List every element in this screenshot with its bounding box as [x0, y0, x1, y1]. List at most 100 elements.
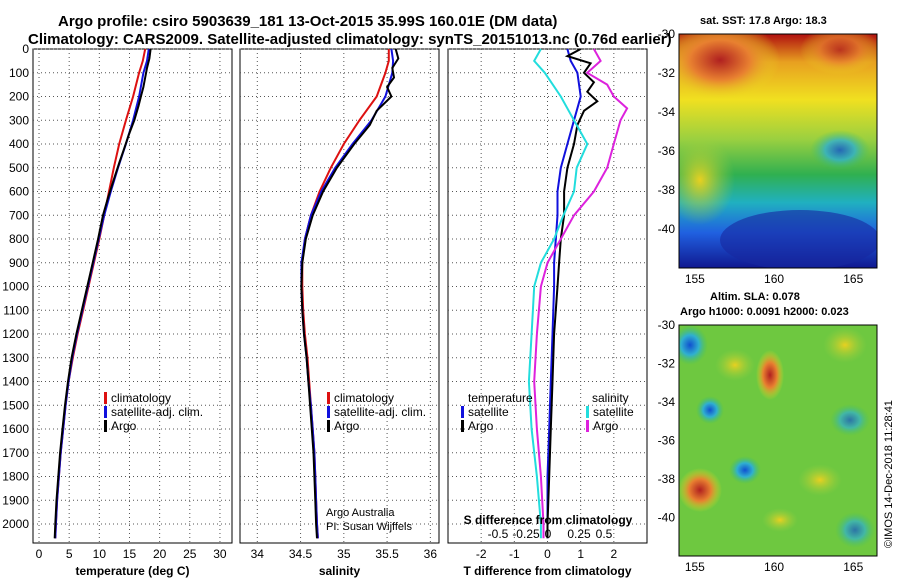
series-line-argo	[53, 48, 152, 539]
legend-swatch	[461, 420, 464, 432]
x-axis-label: salinity	[319, 564, 361, 578]
sst-map	[678, 33, 878, 269]
x-tick-label: 15	[123, 547, 137, 561]
legend-label: satellite	[468, 405, 509, 419]
map-y-tick-label: -38	[658, 183, 676, 197]
x-tick-label: 34.5	[289, 547, 313, 561]
legend-label: Argo	[593, 419, 619, 433]
legend-swatch	[461, 406, 464, 418]
sla-map-title-2: Argo h1000: 0.0091 h2000: 0.023	[680, 306, 849, 318]
legend-swatch	[327, 420, 330, 432]
x-tick-label: -1	[509, 547, 520, 561]
depth-tick-label: 300	[9, 113, 29, 127]
depth-tick-label: 1100	[3, 303, 29, 317]
depth-tick-label: 900	[9, 256, 29, 270]
legend-label: Argo	[468, 419, 494, 433]
map-y-tick-label: -34	[658, 395, 676, 409]
legend-swatch	[327, 392, 330, 404]
x-tick-label: 35.5	[375, 547, 399, 561]
legend-swatch	[586, 420, 589, 432]
series-line-satellite-adj-clim-	[300, 48, 395, 539]
salinity-panel	[239, 48, 440, 544]
x-tick-label: 0	[544, 547, 551, 561]
depth-tick-label: 1300	[2, 351, 29, 365]
series-line-s-argo	[533, 48, 629, 539]
legend-label: climatology	[111, 391, 171, 405]
series-line-t-argo	[546, 48, 599, 539]
temperature-panel	[32, 48, 233, 544]
legend-title-salinity: salinity	[592, 391, 629, 405]
s-tick-label: 0.25	[567, 527, 591, 541]
x-tick-label: 10	[93, 547, 107, 561]
map-y-tick-label: -40	[658, 222, 676, 236]
map-x-tick-label: 165	[843, 272, 863, 286]
depth-tick-label: 1600	[2, 422, 29, 436]
legend-swatch	[104, 392, 107, 404]
depth-tick-label: 2000	[2, 517, 29, 531]
x-tick-label: 30	[213, 547, 227, 561]
map-x-tick-label: 160	[764, 560, 784, 574]
map-y-tick-label: -40	[658, 511, 676, 525]
depth-tick-label: 1900	[2, 493, 29, 507]
legend-label: satellite-adj. clim.	[334, 405, 426, 419]
series-line-t-satellite	[546, 48, 582, 539]
legend-label: satellite-adj. clim.	[111, 405, 203, 419]
depth-tick-label: 0	[22, 42, 29, 56]
legend-label: Argo	[334, 419, 360, 433]
legend-swatch	[104, 406, 107, 418]
s-axis-label: S difference from climatology	[464, 513, 633, 527]
sla-map	[678, 324, 878, 557]
map-y-tick-label: -34	[658, 105, 676, 119]
x-tick-label: 0	[36, 547, 43, 561]
legend-swatch	[586, 406, 589, 418]
s-tick-label: -0.5	[488, 527, 509, 541]
map-x-tick-label: 165	[843, 560, 863, 574]
x-tick-label: 36	[424, 547, 438, 561]
depth-tick-label: 1200	[2, 327, 29, 341]
depth-tick-label: 800	[9, 232, 29, 246]
title-line-1: Argo profile: csiro 5903639_181 13-Oct-2…	[58, 13, 557, 30]
credit-line-1: Argo Australia	[326, 507, 395, 519]
x-tick-label: 25	[183, 547, 197, 561]
depth-tick-label: 1500	[2, 398, 29, 412]
footer-stamp: ©IMOS 14-Dec-2018 11:28:41	[883, 400, 895, 548]
map-x-tick-label: 155	[685, 272, 705, 286]
x-axis-label: temperature (deg C)	[75, 564, 189, 578]
x-tick-label: 35	[337, 547, 351, 561]
legend-title-temperature: temperature	[468, 391, 533, 405]
x-axis-label: T difference from climatology	[463, 564, 631, 578]
depth-tick-label: 700	[9, 208, 29, 222]
legend-swatch	[104, 420, 107, 432]
title-line-2: Climatology: CARS2009. Satellite-adjuste…	[28, 31, 672, 48]
s-tick-label: -0.25	[512, 527, 540, 541]
legend-label: Argo	[111, 419, 137, 433]
depth-tick-label: 1800	[2, 470, 29, 484]
x-tick-label: 1	[577, 547, 584, 561]
x-tick-label: 2	[610, 547, 617, 561]
credit-line-2: PI: Susan Wijffels	[326, 521, 412, 533]
sla-map-title-1: Altim. SLA: 0.078	[710, 291, 800, 303]
depth-tick-label: 500	[9, 161, 29, 175]
depth-tick-label: 1700	[2, 446, 29, 460]
map-y-tick-label: -32	[658, 357, 676, 371]
s-tick-label: 0	[545, 527, 552, 541]
x-tick-label: -2	[476, 547, 487, 561]
series-line-argo	[300, 48, 400, 539]
x-tick-label: 5	[66, 547, 73, 561]
depth-tick-label: 400	[9, 137, 29, 151]
x-tick-label: 20	[153, 547, 167, 561]
map-y-tick-label: -36	[658, 434, 676, 448]
depth-tick-label: 600	[9, 185, 29, 199]
legend-label: satellite	[593, 405, 634, 419]
map-y-tick-label: -32	[658, 66, 676, 80]
sst-map-title: sat. SST: 17.8 Argo: 18.3	[700, 15, 827, 27]
map-x-tick-label: 160	[764, 272, 784, 286]
depth-tick-label: 1400	[2, 375, 29, 389]
map-y-tick-label: -30	[658, 27, 676, 41]
legend-label: climatology	[334, 391, 394, 405]
s-tick-label: 0.5	[596, 527, 613, 541]
legend-swatch	[327, 406, 330, 418]
x-tick-label: 34	[251, 547, 265, 561]
map-y-tick-label: -30	[658, 318, 676, 332]
